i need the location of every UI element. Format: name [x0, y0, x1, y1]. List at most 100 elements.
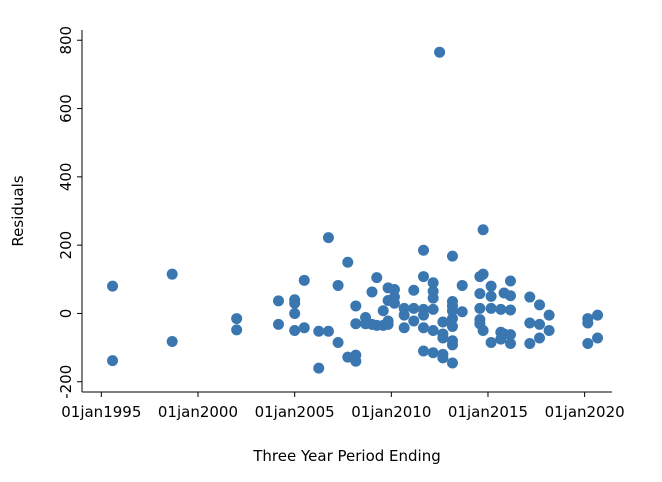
data-point	[350, 355, 362, 367]
axes	[81, 30, 612, 393]
data-point	[446, 320, 458, 332]
data-point	[485, 336, 497, 348]
data-point	[446, 357, 458, 369]
data-point	[495, 303, 507, 315]
data-point	[543, 309, 555, 321]
data-point	[388, 284, 400, 296]
data-point	[322, 325, 334, 337]
data-point	[437, 316, 449, 328]
data-point	[446, 313, 458, 325]
y-tick-label: 800	[57, 26, 75, 55]
data-point	[418, 244, 430, 256]
data-point	[534, 318, 546, 330]
data-point	[342, 256, 354, 268]
data-point	[524, 338, 536, 350]
data-point	[332, 279, 344, 291]
y-tick-label: -200	[57, 365, 75, 399]
x-tick-label: 01jan2005	[255, 403, 335, 421]
data-point	[504, 290, 516, 302]
data-point	[592, 309, 604, 321]
data-point	[504, 329, 516, 341]
data-point	[332, 336, 344, 348]
data-point	[272, 318, 284, 330]
data-point	[166, 268, 178, 280]
data-point	[446, 250, 458, 262]
data-point	[427, 303, 439, 315]
y-tick-label: 400	[57, 163, 75, 192]
data-point	[477, 325, 489, 337]
data-point	[534, 299, 546, 311]
data-point	[350, 318, 362, 330]
data-point	[418, 271, 430, 283]
data-point	[366, 286, 378, 298]
x-axis-title: Three Year Period Ending	[252, 447, 441, 465]
data-point	[289, 325, 301, 337]
data-point	[408, 284, 420, 296]
data-point	[322, 232, 334, 244]
data-point	[166, 335, 178, 347]
data-point	[398, 309, 410, 321]
data-point	[524, 317, 536, 329]
x-tick-label: 01jan2015	[448, 403, 528, 421]
x-ticks: 01jan1995 01jan2000 01jan2005 01jan2010 01ja…	[61, 392, 625, 421]
y-tick-label: 0	[57, 309, 75, 319]
data-point	[446, 339, 458, 351]
data-point	[592, 332, 604, 344]
y-axis-title: Residuals	[9, 175, 27, 246]
data-point	[408, 315, 420, 327]
x-tick-label: 01jan2000	[158, 403, 238, 421]
data-point	[231, 313, 243, 325]
data-point	[382, 318, 394, 330]
data-point	[418, 322, 430, 334]
data-point	[504, 275, 516, 287]
data-point	[231, 324, 243, 336]
x-tick-label: 01jan2010	[351, 403, 431, 421]
data-point	[107, 355, 119, 367]
data-point	[524, 291, 536, 303]
data-point	[485, 302, 497, 314]
data-point	[504, 338, 516, 350]
data-point	[418, 309, 430, 321]
data-point	[388, 297, 400, 309]
data-points	[107, 46, 604, 374]
data-point	[504, 304, 516, 316]
data-point	[427, 292, 439, 304]
data-point	[477, 268, 489, 280]
data-point	[298, 274, 310, 286]
data-point	[289, 307, 301, 319]
y-tick-label: 200	[57, 231, 75, 260]
data-point	[485, 280, 497, 292]
data-point	[437, 352, 449, 364]
data-point	[398, 322, 410, 334]
data-point	[477, 224, 489, 236]
x-tick-label: 01jan1995	[61, 403, 141, 421]
data-point	[298, 322, 310, 334]
data-point	[427, 277, 439, 289]
data-point	[107, 280, 119, 292]
data-point	[534, 332, 546, 344]
data-point	[474, 302, 486, 314]
data-point	[313, 362, 325, 374]
data-point	[543, 325, 555, 337]
data-point	[446, 305, 458, 317]
data-point	[474, 288, 486, 300]
data-point	[371, 272, 383, 284]
data-point	[418, 345, 430, 357]
x-tick-label: 01jan2020	[545, 403, 625, 421]
data-point	[434, 46, 446, 58]
data-point	[377, 305, 389, 317]
data-point	[427, 325, 439, 337]
data-point	[313, 325, 325, 337]
data-point	[272, 295, 284, 307]
data-point	[456, 279, 468, 291]
data-point	[582, 338, 594, 350]
data-point	[456, 306, 468, 318]
data-point	[289, 297, 301, 309]
data-point	[427, 347, 439, 359]
data-point	[350, 300, 362, 312]
y-ticks: -200 0 200 400 600 800	[57, 26, 82, 399]
y-tick-label: 600	[57, 94, 75, 123]
data-point	[485, 290, 497, 302]
data-point	[582, 317, 594, 329]
